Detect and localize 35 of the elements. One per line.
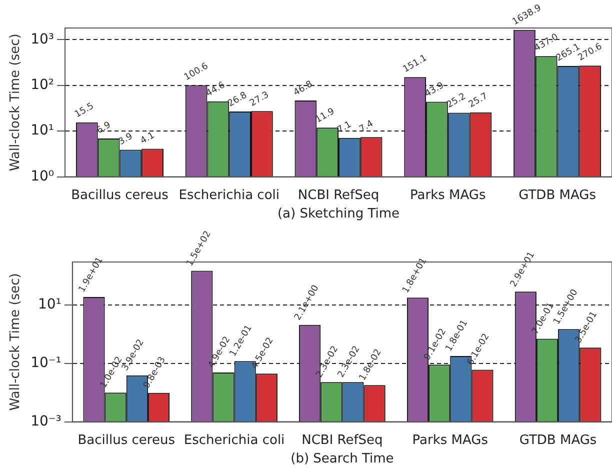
x-tick-label: Escherichia coli xyxy=(178,188,280,203)
y-axis-title: Wall-clock Time (sec) xyxy=(8,273,24,411)
data-label: 4.1 xyxy=(139,130,156,147)
y-tick-label: 10⁻¹ xyxy=(30,355,62,372)
y-tick-label: 10¹ xyxy=(38,296,62,313)
x-tick-label: GTDB MAGs xyxy=(519,432,597,448)
x-tick-label: Bacillus cereus xyxy=(78,432,176,448)
data-label: 6.9 xyxy=(95,120,113,136)
y-tick-label: 10⁻³ xyxy=(30,413,62,430)
x-axis-title: (b) Search Time xyxy=(290,452,394,467)
data-label: 7.4 xyxy=(358,118,376,135)
data-label: 3.9 xyxy=(117,132,135,148)
y-tick-label: 10² xyxy=(30,77,54,94)
data-label: 11.9 xyxy=(314,106,337,126)
x-tick-label: Bacillus cereus xyxy=(71,188,169,203)
x-tick-label: GTDB MAGs xyxy=(518,188,596,203)
x-axis-title: (a) Sketching Time xyxy=(277,206,400,222)
x-tick-label: Parks MAGs xyxy=(412,432,488,448)
data-label: 7.1 xyxy=(336,120,354,136)
x-tick-label: Parks MAGs xyxy=(410,188,486,203)
data-label: 43.9 xyxy=(423,80,446,100)
y-axis-title: Wall-clock Time (sec) xyxy=(8,34,24,172)
y-tick-label: 10⁰ xyxy=(30,168,54,184)
x-tick-label: NCBI RefSeq xyxy=(302,432,383,448)
data-label: 46.8 xyxy=(292,79,315,98)
y-tick-label: 10¹ xyxy=(30,122,54,139)
data-label: 25.2 xyxy=(445,92,468,110)
data-label: 26.8 xyxy=(226,90,250,110)
data-label: 44.6 xyxy=(204,80,228,100)
x-tick-label: Escherichia coli xyxy=(184,432,285,448)
x-tick-label: NCBI RefSeq xyxy=(298,188,380,203)
data-label: 25.7 xyxy=(467,91,490,110)
data-label: 27.3 xyxy=(248,90,271,109)
data-label: 15.5 xyxy=(73,101,96,120)
y-tick-label: 10³ xyxy=(30,31,54,48)
